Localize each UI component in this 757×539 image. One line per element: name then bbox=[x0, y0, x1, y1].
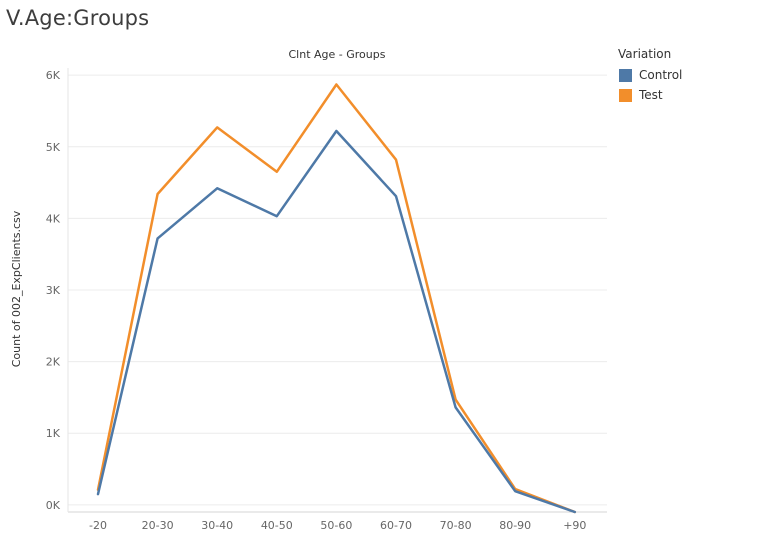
gridlines bbox=[68, 74, 607, 506]
page-title: V.Age:Groups bbox=[6, 6, 150, 30]
legend: Variation Control Test bbox=[618, 47, 682, 105]
legend-swatch-control bbox=[619, 68, 632, 82]
x-tick-label: 70-80 bbox=[440, 519, 472, 532]
x-tick-label: -20 bbox=[89, 519, 107, 532]
x-tick-label: 20-30 bbox=[142, 519, 174, 532]
x-tick-label: 40-50 bbox=[261, 519, 293, 532]
y-tick-label: 4K bbox=[46, 212, 61, 225]
legend-item-test[interactable]: Test bbox=[618, 85, 682, 105]
y-tick-label: 1K bbox=[46, 427, 61, 440]
axes: 0K 1K 2K 3K 4K 5K 6K -20 20-30 30-40 40-50 50-60 60-… bbox=[46, 68, 607, 532]
x-tick-label: +90 bbox=[563, 519, 586, 532]
y-tick-label: 3K bbox=[46, 284, 61, 297]
x-tick-label: 60-70 bbox=[380, 519, 412, 532]
legend-label-control: Control bbox=[639, 68, 683, 82]
x-tick-label: 30-40 bbox=[201, 519, 233, 532]
legend-title: Variation bbox=[618, 47, 672, 61]
series-line-test[interactable] bbox=[96, 83, 577, 514]
legend-swatch-test bbox=[619, 88, 632, 102]
series-lines bbox=[96, 83, 577, 514]
y-tick-label: 5K bbox=[46, 141, 61, 154]
x-tick-label: 50-60 bbox=[320, 519, 352, 532]
chart-title: Clnt Age - Groups bbox=[289, 48, 386, 61]
y-tick-label: 2K bbox=[46, 356, 61, 369]
y-tick-label: 0K bbox=[46, 499, 61, 512]
legend-label-test: Test bbox=[639, 88, 663, 102]
x-tick-label: 80-90 bbox=[499, 519, 531, 532]
y-tick-label: 6K bbox=[46, 69, 61, 82]
series-line-control[interactable] bbox=[96, 129, 577, 514]
y-axis-label: Count of 002_ExpClients.csv bbox=[10, 210, 23, 367]
legend-item-control[interactable]: Control bbox=[618, 65, 682, 85]
